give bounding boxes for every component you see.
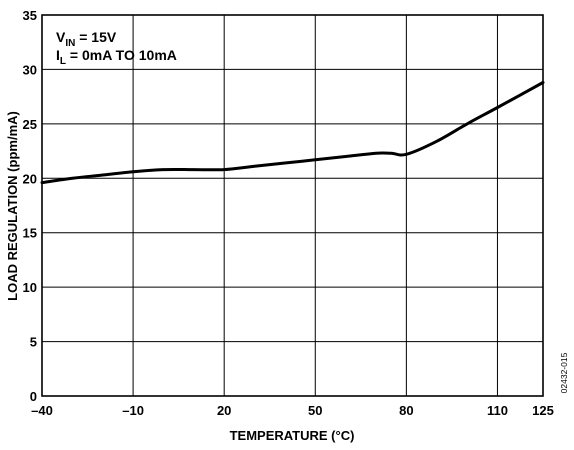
y-tick-label: 0: [30, 389, 37, 404]
grid: [42, 15, 543, 396]
annotation-vin: VIN = 15V: [56, 29, 117, 49]
y-tick-label: 20: [23, 171, 37, 186]
y-axis-title: LOAD REGULATION (ppm/mA): [5, 111, 20, 301]
figure-id: 02432-015: [559, 352, 569, 393]
annotation-vin-sub: IN: [65, 38, 75, 49]
x-tick-label: –40: [31, 403, 53, 418]
annotation-il-sub: L: [60, 56, 66, 67]
y-tick-label: 25: [23, 117, 37, 132]
x-tick-label: 20: [217, 403, 231, 418]
plot-frame: [41, 14, 544, 397]
annotation-il-rest: = 0mA TO 10mA: [66, 47, 177, 63]
annotation-il-main: I: [56, 47, 60, 63]
y-tick-label: 30: [23, 62, 37, 77]
y-tick-label: 35: [23, 8, 37, 23]
y-tick-label: 15: [23, 226, 37, 241]
annotation-vin-rest: = 15V: [75, 29, 117, 45]
x-tick-label: 125: [532, 403, 554, 418]
x-axis-title: TEMPERATURE (°C): [230, 428, 355, 443]
tick-labels: –40 –10 20 50 80 110 125 0 5 10 15 20 25 30 35: [23, 8, 554, 418]
x-tick-label: 110: [487, 403, 508, 418]
y-tick-label: 10: [23, 280, 37, 295]
load-regulation-line: [40, 81, 545, 185]
annotation-vin-main: V: [56, 29, 66, 45]
x-tick-label: 50: [308, 403, 322, 418]
x-tick-label: –10: [122, 403, 144, 418]
y-tick-label: 5: [30, 335, 37, 350]
series-layer: [40, 81, 545, 185]
x-tick-label: 80: [399, 403, 413, 418]
annotation-il: IL = 0mA TO 10mA: [56, 47, 177, 67]
